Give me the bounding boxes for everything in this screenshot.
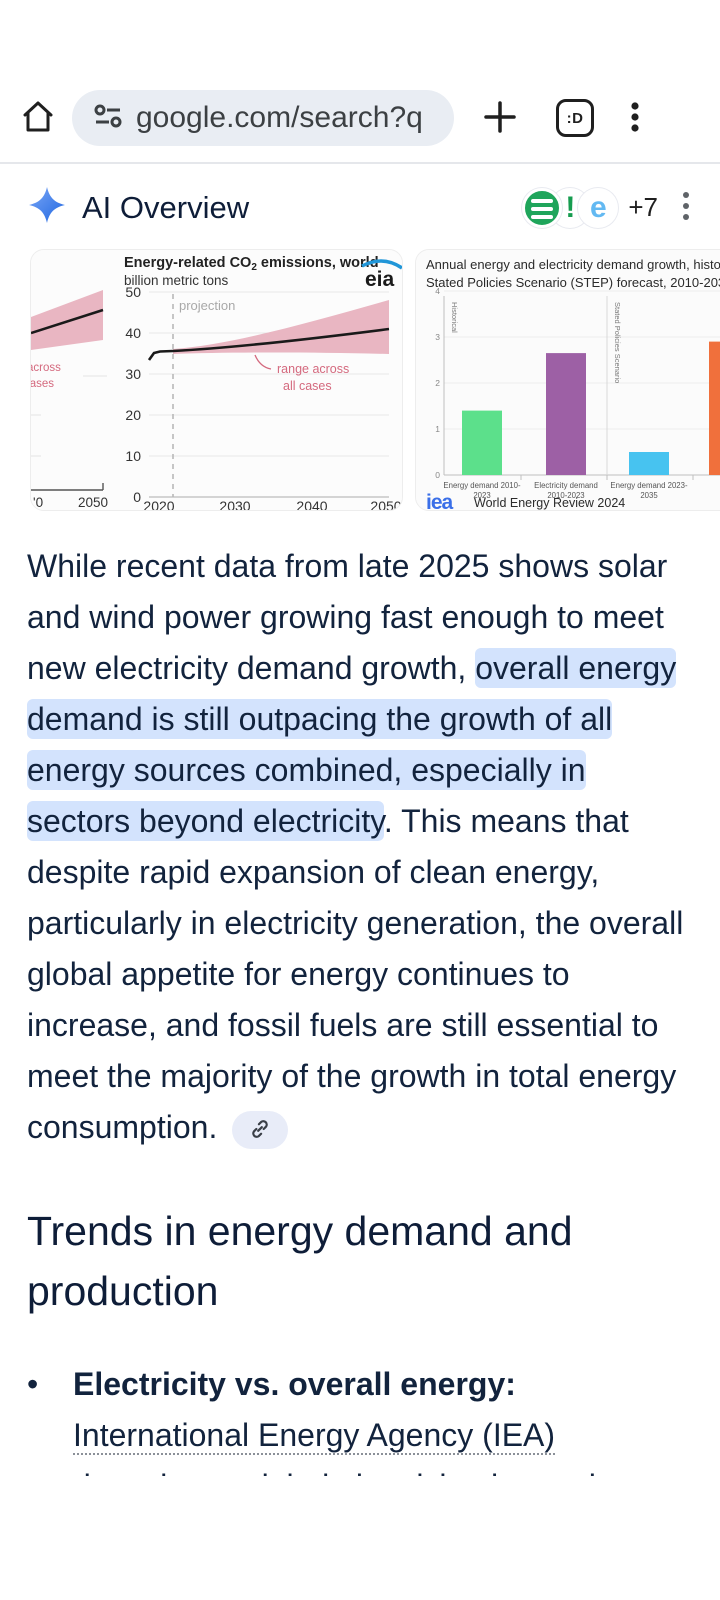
bar-energy-2023-2035 <box>629 452 669 475</box>
source-favicon-1 <box>522 187 563 228</box>
bar-electricity-2023-2035 <box>709 341 720 475</box>
status-bar <box>0 0 720 84</box>
clipped-text-line: data shows global electricity demand <box>73 1461 693 1476</box>
chart2-title-1: Annual energy and electricity demand gro… <box>426 257 720 272</box>
bar-label: Energy demand 2023- <box>610 481 688 490</box>
source-favicon-3: e <box>578 187 619 228</box>
section-heading: Trends in energy demand and production <box>27 1208 573 1314</box>
link-icon <box>249 1104 271 1155</box>
list-item: • Electricity vs. overall energy: Intern… <box>27 1359 693 1476</box>
url-bar[interactable]: google.com/search?q <box>72 90 454 146</box>
chart1-xtick: 2050 <box>370 498 401 511</box>
source-favicons[interactable]: ! e <box>522 187 619 228</box>
chart2-caption: World Energy Review 2024 <box>474 496 625 510</box>
chart1-ytick: 40 <box>125 325 141 341</box>
chart-carousel: ge across cases '0 2050 Energy-related C… <box>0 249 720 511</box>
iea-source-link[interactable]: International Energy Agency (IEA) <box>73 1417 556 1455</box>
chart1-ytick: 20 <box>125 407 141 423</box>
bullet-marker: • <box>27 1366 39 1402</box>
ai-overview-title: AI Overview <box>82 189 250 225</box>
eia-logo-arc <box>361 259 402 270</box>
chart1-xtick: 2040 <box>296 498 327 511</box>
bar-label: Electricity demand <box>534 481 598 490</box>
chart1-ytick: 30 <box>125 366 141 382</box>
tab-count-badge: :D <box>556 99 594 137</box>
url-text: google.com/search?q <box>136 101 423 134</box>
iea-logo-text: iea <box>426 491 454 511</box>
chart1-xtick: 2030 <box>219 498 250 511</box>
tab-switcher-button[interactable]: :D <box>556 99 594 137</box>
chart1-ytick: 0 <box>133 489 141 505</box>
browser-toolbar: google.com/search?q :D <box>0 84 720 152</box>
bullet-list: • Electricity vs. overall energy: Intern… <box>0 1359 720 1476</box>
frag-x-tick-1: '0 <box>33 495 43 510</box>
chart2-group-label-2: Stated Policies Scenario <box>613 302 622 383</box>
bar-energy-2010-2023 <box>462 410 502 475</box>
bar-label: 2023 <box>473 491 490 500</box>
projection-label: projection <box>179 298 235 313</box>
frag-x-tick-2: 2050 <box>78 495 108 510</box>
plus-icon <box>480 97 520 140</box>
new-tab-button[interactable] <box>480 97 520 140</box>
frag-range-label-1: ge across <box>31 362 61 374</box>
chart2-ytick: 0 <box>435 470 440 480</box>
more-sources-count[interactable]: +7 <box>628 192 658 222</box>
bar-label: Energy demand 2010- <box>443 481 521 490</box>
home-icon <box>18 97 58 140</box>
bullet-topic-label: Electricity vs. overall energy: <box>73 1366 516 1402</box>
chart1-xtick: 2020 <box>143 498 174 511</box>
chart1-subtitle: billion metric tons <box>124 273 229 288</box>
chart2-ytick: 3 <box>435 332 440 342</box>
chart2-group-label-1: Historical <box>450 302 459 333</box>
frag-range-label-2: cases <box>31 378 54 390</box>
ai-overview-menu-button[interactable] <box>680 188 692 227</box>
ai-answer-paragraph: While recent data from late 2025 shows s… <box>0 511 720 1153</box>
range-label-1: range across <box>277 362 349 376</box>
toolbar-divider <box>0 162 720 164</box>
chart2-ytick: 2 <box>435 378 440 388</box>
eia-logo-text: eia <box>365 268 395 291</box>
browser-menu-button[interactable] <box>628 97 642 140</box>
tune-icon <box>92 100 124 137</box>
chart2-ytick: 1 <box>435 424 440 434</box>
bar-label: 2010-2023 <box>547 491 584 500</box>
ai-overview-header: AI Overview ! e +7 <box>0 164 720 229</box>
answer-text-1: While recent data from late 2025 shows s… <box>27 548 668 686</box>
bar-electricity-2010-2023 <box>546 353 586 475</box>
home-button[interactable] <box>18 97 58 140</box>
chart2-ytick: 4 <box>435 286 440 296</box>
citation-chip[interactable] <box>232 1110 289 1149</box>
chart-card-iea[interactable]: Annual energy and electricity demand gro… <box>415 249 720 511</box>
kebab-icon <box>680 188 692 227</box>
kebab-icon <box>628 97 642 140</box>
chart1-ytick: 50 <box>125 284 141 300</box>
bar-label: 2035 <box>640 491 658 500</box>
chart1-ytick: 10 <box>125 448 141 464</box>
sparkle-icon <box>28 186 66 229</box>
chart2-title-2: Stated Policies Scenario (STEP) forecast… <box>426 275 720 290</box>
chart1-title: Energy-related CO2 emissions, world <box>124 255 379 273</box>
chart-card-eia[interactable]: ge across cases '0 2050 Energy-related C… <box>30 249 403 511</box>
answer-text-2: . This means that despite rapid expansio… <box>27 803 684 1145</box>
range-label-2: all cases <box>283 379 332 393</box>
